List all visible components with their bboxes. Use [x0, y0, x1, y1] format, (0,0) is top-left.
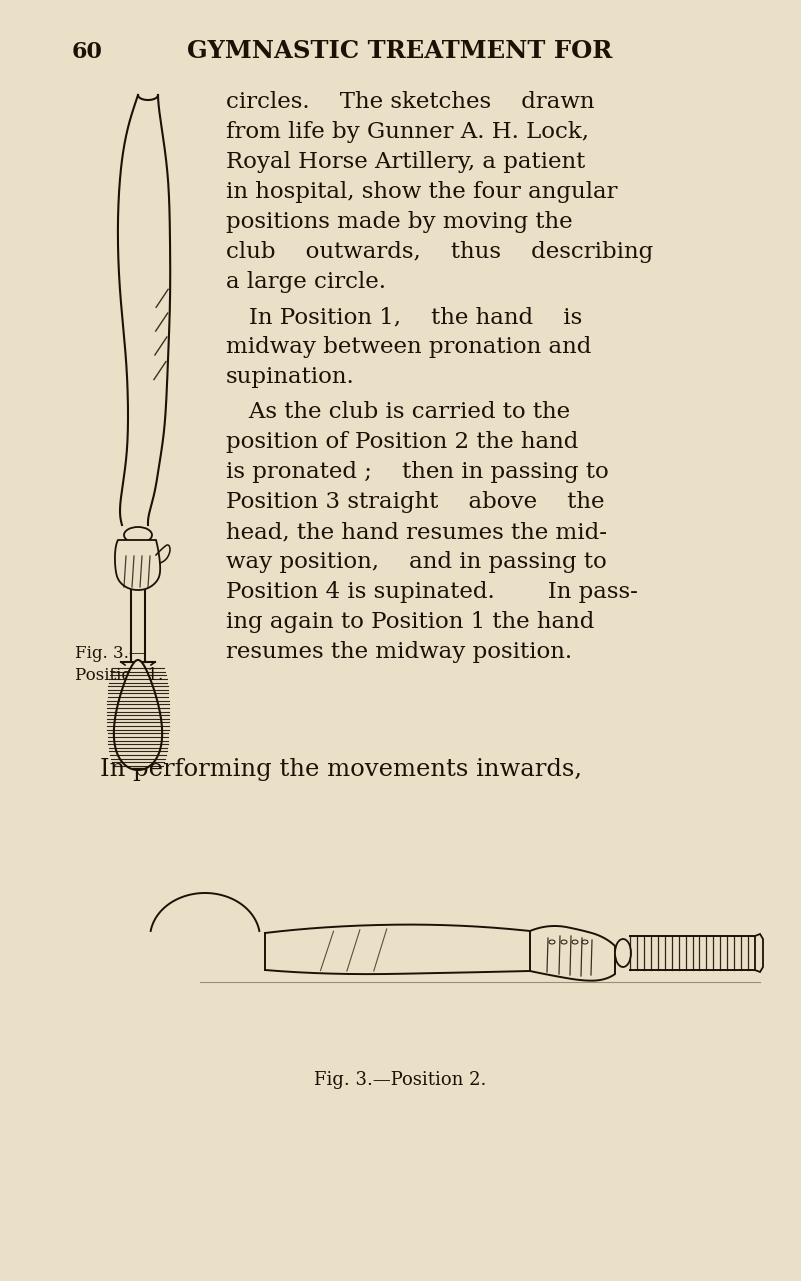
Text: 60: 60	[72, 41, 103, 63]
Polygon shape	[755, 934, 763, 972]
Text: in hospital, show the four angular: in hospital, show the four angular	[226, 181, 618, 202]
Text: Fig. 3.—Position 2.: Fig. 3.—Position 2.	[314, 1071, 486, 1089]
Text: supination.: supination.	[226, 366, 355, 388]
Text: resumes the midway position.: resumes the midway position.	[226, 640, 572, 664]
Text: As the club is carried to the: As the club is carried to the	[226, 401, 570, 423]
Text: In performing the movements inwards,: In performing the movements inwards,	[100, 758, 582, 781]
Text: midway between pronation and: midway between pronation and	[226, 336, 591, 357]
Ellipse shape	[572, 940, 578, 944]
Ellipse shape	[561, 940, 567, 944]
Text: way position,  and in passing to: way position, and in passing to	[226, 551, 606, 573]
Text: Fig. 3.—: Fig. 3.—	[75, 646, 146, 662]
Ellipse shape	[615, 939, 631, 967]
Text: Position 4 is supinated.   In pass-: Position 4 is supinated. In pass-	[226, 582, 638, 603]
Text: Royal Horse Artillery, a patient: Royal Horse Artillery, a patient	[226, 151, 586, 173]
Bar	[630, 936, 755, 970]
Text: a large circle.: a large circle.	[226, 272, 386, 293]
Polygon shape	[530, 926, 615, 981]
Polygon shape	[265, 925, 530, 974]
Text: ing again to Position 1 the hand: ing again to Position 1 the hand	[226, 611, 594, 633]
Text: Position 3 straight  above  the: Position 3 straight above the	[226, 491, 605, 512]
Polygon shape	[115, 541, 160, 591]
Text: from life by Gunner A. H. Lock,: from life by Gunner A. H. Lock,	[226, 120, 589, 143]
Text: club  outwards,  thus  describing: club outwards, thus describing	[226, 241, 654, 263]
Text: circles.  The sketches  drawn: circles. The sketches drawn	[226, 91, 594, 113]
Text: GYMNASTIC TREATMENT FOR: GYMNASTIC TREATMENT FOR	[187, 38, 613, 63]
Text: is pronated ;  then in passing to: is pronated ; then in passing to	[226, 461, 609, 483]
Text: Position 1.: Position 1.	[75, 667, 163, 684]
Ellipse shape	[549, 940, 555, 944]
Polygon shape	[118, 95, 171, 525]
Text: In Position 1,  the hand  is: In Position 1, the hand is	[226, 306, 582, 328]
Ellipse shape	[582, 940, 588, 944]
Text: position of Position 2 the hand: position of Position 2 the hand	[226, 430, 578, 453]
Ellipse shape	[124, 526, 152, 543]
Text: positions made by moving the: positions made by moving the	[226, 211, 573, 233]
Polygon shape	[114, 660, 162, 770]
Text: head, the hand resumes the mid-: head, the hand resumes the mid-	[226, 521, 607, 543]
